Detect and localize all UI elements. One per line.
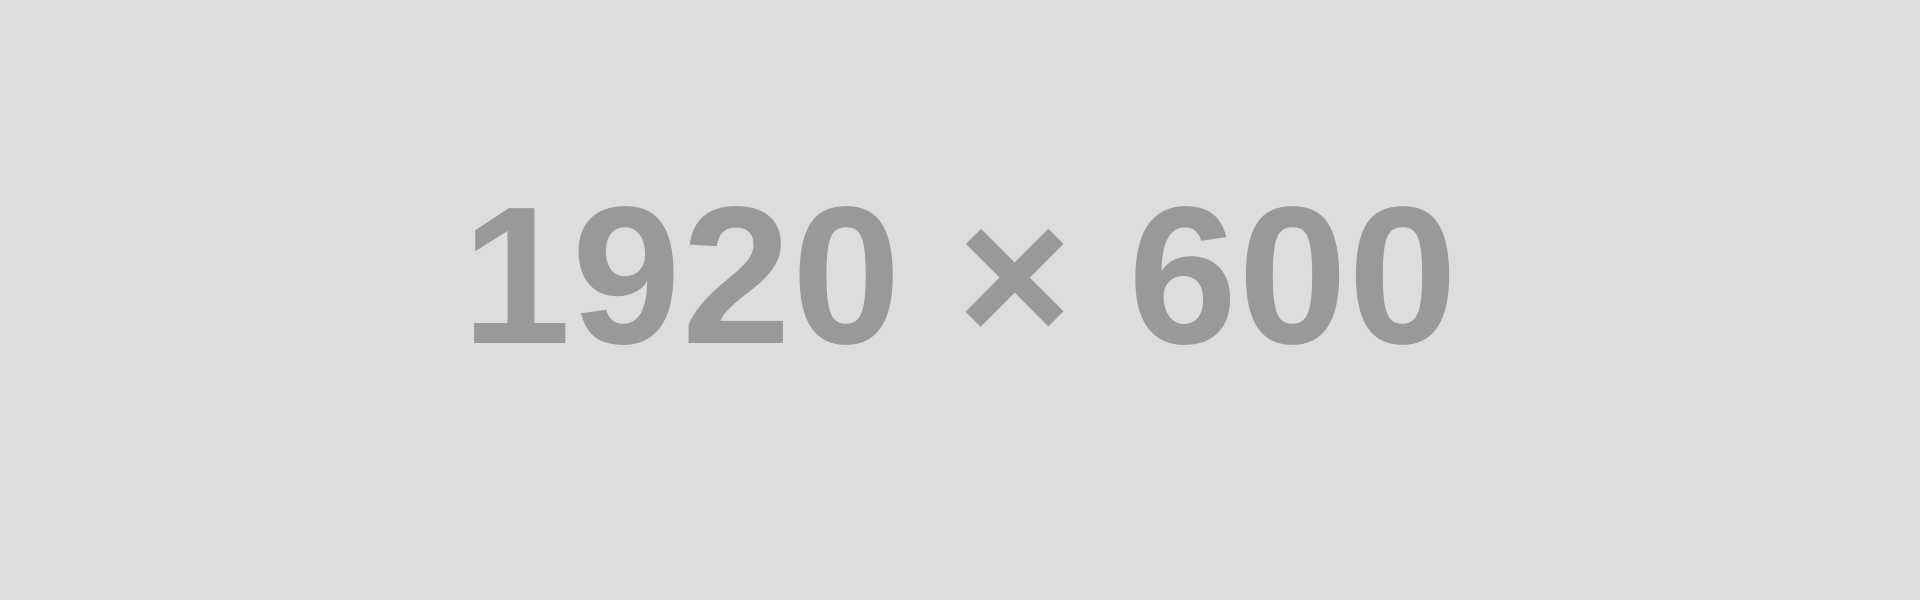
dimension-label: 1920 × 600 xyxy=(0,186,1920,366)
